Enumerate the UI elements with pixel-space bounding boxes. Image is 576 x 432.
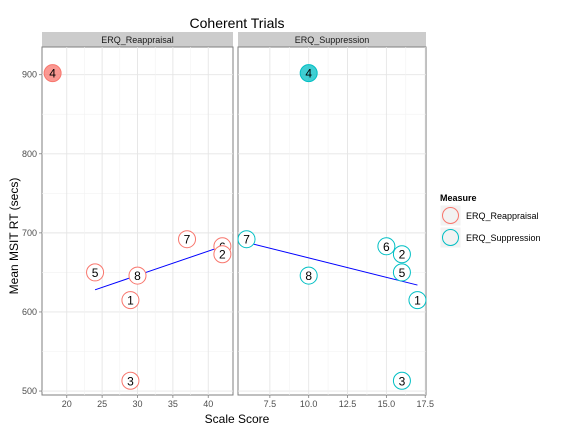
panel-background xyxy=(237,46,427,396)
strip-background xyxy=(238,32,426,47)
data-point-label: 8 xyxy=(305,269,312,283)
strip-label: ERQ_Reappraisal xyxy=(101,35,174,45)
regression-line xyxy=(246,241,418,286)
data-point-label: 4 xyxy=(305,67,312,81)
data-point xyxy=(121,371,140,390)
y-tick-label: 800 xyxy=(22,149,37,159)
y-tick-label: 700 xyxy=(22,228,37,238)
data-point xyxy=(392,263,411,282)
data-point-label: 2 xyxy=(399,248,406,262)
data-point xyxy=(299,266,318,285)
legend-key-marker xyxy=(442,229,459,246)
data-point-label: 3 xyxy=(399,374,406,388)
legend-label: ERQ_Reappraisal xyxy=(466,211,539,221)
legend-key-marker xyxy=(442,207,459,224)
data-point-label: 6 xyxy=(383,240,390,254)
data-point xyxy=(392,245,411,264)
x-tick-label: 20 xyxy=(62,399,72,409)
data-point xyxy=(128,266,147,285)
x-tick-label: 10.0 xyxy=(300,399,318,409)
data-point xyxy=(178,230,197,249)
x-tick-label: 35 xyxy=(168,399,178,409)
y-tick-label: 500 xyxy=(22,386,37,396)
strip-background xyxy=(42,32,233,47)
data-point xyxy=(299,64,318,83)
legend-title: Measure xyxy=(440,193,477,203)
x-tick-label: 7.5 xyxy=(264,399,277,409)
data-point-label: 3 xyxy=(127,374,134,388)
legend-key xyxy=(439,226,462,249)
panel-erq-suppression: ERQ_Suppression 7.5 10.0 12.5 15.0 17.5 4 7 62 5 8… xyxy=(237,32,434,409)
y-tick-label: 600 xyxy=(22,307,37,317)
data-point xyxy=(392,371,411,390)
data-point xyxy=(377,237,396,256)
x-tick-label: 12.5 xyxy=(339,399,357,409)
y-tick-label: 900 xyxy=(22,70,37,80)
legend-key xyxy=(439,204,462,227)
data-point-label: 5 xyxy=(399,266,406,280)
data-point xyxy=(43,64,62,83)
data-point-label: 4 xyxy=(49,67,56,81)
x-tick-label: 40 xyxy=(203,399,213,409)
data-point xyxy=(121,291,140,310)
data-point xyxy=(237,230,256,249)
data-point xyxy=(408,291,427,310)
regression-line xyxy=(94,245,223,291)
data-point-label: 2 xyxy=(219,248,226,262)
data-point-label: 8 xyxy=(134,269,141,283)
data-point xyxy=(86,263,105,282)
data-point-label: 1 xyxy=(127,294,134,308)
legend-label: ERQ_Suppression xyxy=(466,233,541,243)
x-tick-label: 25 xyxy=(97,399,107,409)
data-point-label: 5 xyxy=(92,266,99,280)
data-point-label: 7 xyxy=(243,233,250,247)
x-tick-label: 17.5 xyxy=(416,399,434,409)
y-axis-title: Mean MSIT RT (secs) xyxy=(7,178,21,295)
data-point xyxy=(213,245,232,264)
chart-title: Coherent Trials xyxy=(190,15,285,31)
data-point-label: 1 xyxy=(414,294,421,308)
x-axis-title: Scale Score xyxy=(205,412,270,426)
x-tick-label: 30 xyxy=(132,399,142,409)
strip-label: ERQ_Suppression xyxy=(295,35,370,45)
data-point-label: 7 xyxy=(184,233,191,247)
x-tick-label: 15.0 xyxy=(378,399,396,409)
legend: Measure ERQ_Reappraisal ERQ_Suppression xyxy=(439,193,541,249)
